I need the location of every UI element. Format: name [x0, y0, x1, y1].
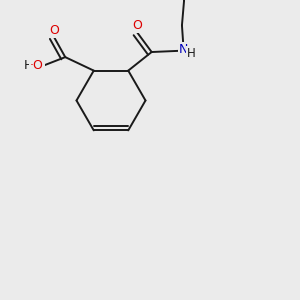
- Text: O: O: [49, 24, 59, 37]
- Text: O: O: [132, 20, 142, 32]
- Text: N: N: [179, 44, 188, 56]
- Text: ·O: ·O: [30, 59, 44, 72]
- Text: H: H: [23, 59, 33, 72]
- Text: H: H: [187, 47, 196, 60]
